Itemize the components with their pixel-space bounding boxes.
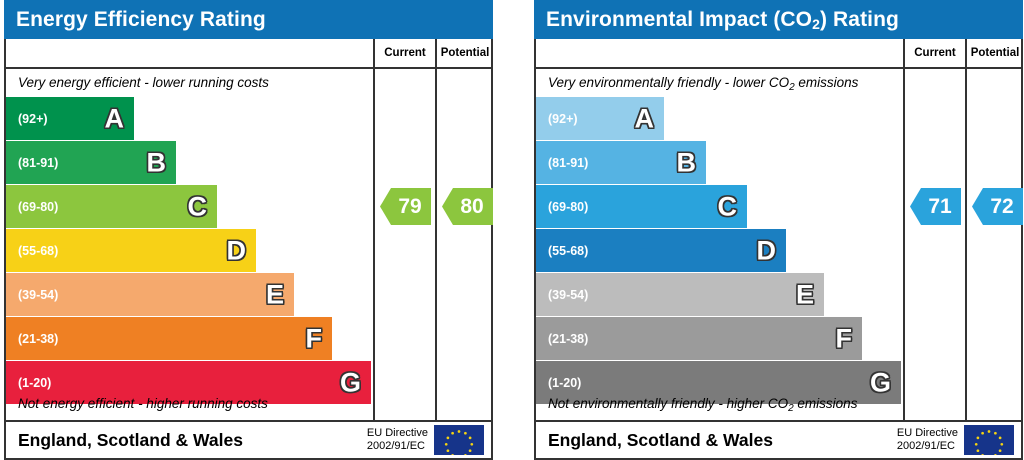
column-header-potential-environmental: Potential	[970, 47, 1020, 59]
chart-body-energy: Current Potential Very energy efficient …	[4, 39, 493, 460]
chart-body-environmental: Current Potential Very environmentally f…	[534, 39, 1023, 460]
band-range-a-environmental: (92+)	[548, 111, 578, 126]
header-rule-energy	[6, 67, 491, 69]
band-list-environmental: (92+) A (81-91) B (69-80) C (55-68) D (3…	[536, 97, 901, 405]
band-row-d-energy: (55-68) D	[6, 229, 256, 272]
band-row-a-environmental: (92+) A	[536, 97, 664, 140]
column-separator-1-environmental	[903, 39, 905, 458]
band-row-a-energy: (92+) A	[6, 97, 134, 140]
band-range-e-environmental: (39-54)	[548, 287, 589, 302]
chart-title-environmental-subscript: 2	[812, 16, 821, 32]
chart-title-energy-text: Energy Efficiency Rating	[16, 8, 266, 31]
caption-top-environmental-post: emissions	[794, 75, 859, 90]
band-range-b-energy: (81-91)	[18, 155, 59, 170]
band-range-d-energy: (55-68)	[18, 243, 59, 258]
caption-bottom-energy: Not energy efficient - higher running co…	[18, 396, 268, 411]
column-separator-2-energy	[435, 39, 437, 458]
band-letter-g-energy: G	[339, 367, 361, 397]
footer-directive-line1-energy: EU Directive	[366, 426, 428, 439]
band-row-g-environmental: (1-20) G	[536, 361, 901, 404]
band-range-b-environmental: (81-91)	[548, 155, 589, 170]
header-rule-environmental	[536, 67, 1021, 69]
band-letter-d-energy: D	[226, 235, 247, 265]
current-rating-marker-energy: 79	[380, 188, 431, 225]
chart-title-environmental-tail: ) Rating	[820, 8, 899, 31]
band-letter-c-energy: C	[187, 191, 208, 221]
chart-title-environmental: Environmental Impact (CO2) Rating	[534, 0, 1023, 39]
eu-flag-icon-energy	[434, 425, 484, 455]
band-letter-d-environmental: D	[756, 235, 777, 265]
footer-directive-line1-environmental: EU Directive	[896, 426, 958, 439]
band-range-c-energy: (69-80)	[18, 199, 59, 214]
band-letter-a-energy: A	[104, 103, 125, 133]
band-row-c-energy: (69-80) C	[6, 185, 217, 228]
band-letter-a-environmental: A	[634, 103, 655, 133]
energy-efficiency-rating-chart: Energy Efficiency Rating Current Potenti…	[4, 0, 493, 460]
caption-bottom-environmental: Not environmentally friendly - higher CO…	[536, 390, 1021, 418]
chart-title-energy: Energy Efficiency Rating	[4, 0, 493, 39]
band-letter-e-environmental: E	[795, 279, 814, 309]
chart-footer-environmental: England, Scotland & Wales EU Directive 2…	[536, 420, 1021, 458]
band-range-d-environmental: (55-68)	[548, 243, 589, 258]
chart-footer-energy: England, Scotland & Wales EU Directive 2…	[6, 420, 491, 458]
band-letter-b-environmental: B	[676, 147, 697, 177]
potential-rating-marker-energy: 80	[442, 188, 493, 225]
footer-directive-line2-energy: 2002/91/EC	[366, 440, 425, 452]
band-row-b-environmental: (81-91) B	[536, 141, 706, 184]
caption-top-energy: Very energy efficient - lower running co…	[18, 75, 269, 90]
potential-rating-marker-environmental: 72	[972, 188, 1023, 225]
band-letter-e-energy: E	[265, 279, 284, 309]
caption-top-environmental: Very environmentally friendly - lower CO…	[536, 69, 1021, 97]
band-row-e-energy: (39-54) E	[6, 273, 294, 316]
band-row-g-energy: (1-20) G	[6, 361, 371, 404]
band-letter-b-energy: B	[146, 147, 167, 177]
band-row-d-environmental: (55-68) D	[536, 229, 786, 272]
band-range-g-environmental: (1-20)	[548, 375, 582, 390]
band-range-f-energy: (21-38)	[18, 331, 59, 346]
footer-directive-environmental: EU Directive 2002/91/EC	[897, 427, 964, 453]
band-range-a-energy: (92+)	[18, 111, 48, 126]
footer-directive-energy: EU Directive 2002/91/EC	[367, 427, 434, 453]
column-header-current-energy: Current	[384, 47, 426, 59]
caption-top-environmental-pre: Very environmentally friendly - lower CO	[548, 75, 790, 90]
band-letter-f-environmental: F	[835, 323, 853, 353]
column-header-current-environmental: Current	[914, 47, 956, 59]
band-row-f-energy: (21-38) F	[6, 317, 332, 360]
footer-region-environmental: England, Scotland & Wales	[548, 429, 773, 450]
band-range-g-energy: (1-20)	[18, 375, 52, 390]
band-list-energy: (92+) A (81-91) B (69-80) C (55-68) D (3…	[6, 97, 371, 405]
band-row-e-environmental: (39-54) E	[536, 273, 824, 316]
chart-title-environmental-text: Environmental Impact (CO	[546, 8, 813, 31]
current-rating-marker-environmental: 71	[910, 188, 961, 225]
band-row-f-environmental: (21-38) F	[536, 317, 862, 360]
band-letter-f-energy: F	[305, 323, 323, 353]
band-letter-c-environmental: C	[717, 191, 738, 221]
band-row-c-environmental: (69-80) C	[536, 185, 747, 228]
band-range-c-environmental: (69-80)	[548, 199, 589, 214]
column-separator-2-environmental	[965, 39, 967, 458]
caption-top-environmental-sub: 2	[789, 82, 795, 93]
column-header-potential-energy: Potential	[440, 47, 490, 59]
band-row-b-energy: (81-91) B	[6, 141, 176, 184]
eu-flag-icon-environmental	[964, 425, 1014, 455]
caption-bottom-environmental-pre: Not environmentally friendly - higher CO	[548, 396, 789, 411]
band-range-e-energy: (39-54)	[18, 287, 59, 302]
footer-region-energy: England, Scotland & Wales	[18, 429, 243, 450]
caption-bottom-environmental-sub: 2	[788, 403, 794, 414]
column-separator-1-energy	[373, 39, 375, 458]
footer-directive-line2-environmental: 2002/91/EC	[896, 440, 955, 452]
environmental-impact-rating-chart: Environmental Impact (CO2) Rating Curren…	[534, 0, 1023, 460]
band-letter-g-environmental: G	[869, 367, 891, 397]
caption-bottom-environmental-post: emissions	[793, 396, 858, 411]
band-range-f-environmental: (21-38)	[548, 331, 589, 346]
